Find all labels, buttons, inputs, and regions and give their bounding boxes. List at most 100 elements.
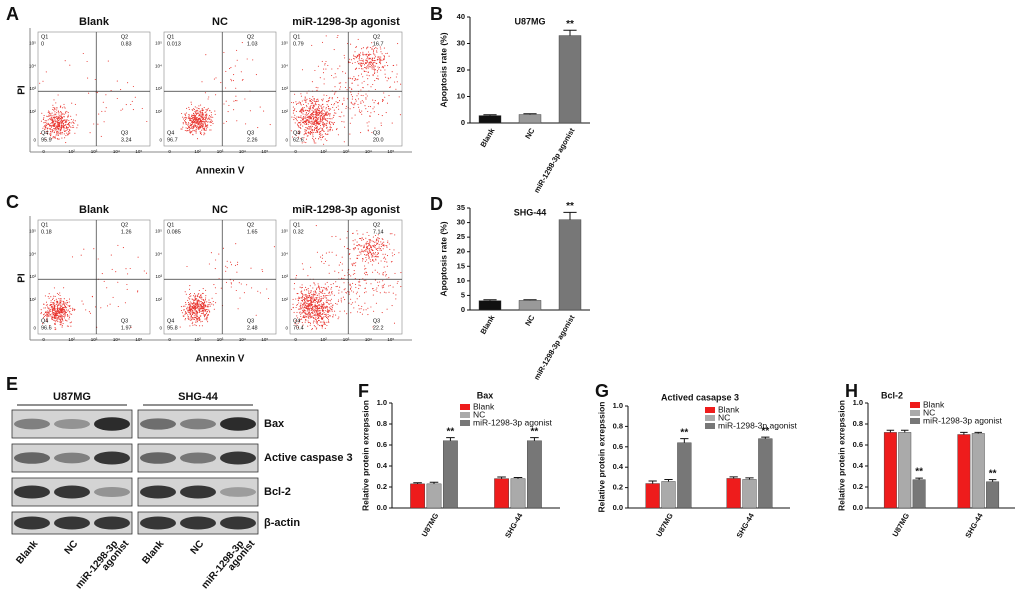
dot bbox=[335, 101, 337, 103]
dot bbox=[319, 125, 322, 127]
dot bbox=[371, 60, 373, 62]
dot bbox=[225, 87, 227, 89]
dot bbox=[182, 126, 184, 128]
dot bbox=[367, 51, 370, 53]
dot bbox=[339, 286, 341, 288]
dot bbox=[188, 108, 190, 110]
dot bbox=[360, 94, 362, 96]
quadrant-name: Q2 bbox=[121, 34, 128, 40]
dot bbox=[312, 126, 314, 128]
dot bbox=[61, 117, 64, 119]
dot bbox=[375, 241, 377, 243]
dot bbox=[295, 306, 297, 309]
dot bbox=[301, 322, 303, 324]
dot bbox=[94, 306, 97, 308]
dot bbox=[185, 303, 187, 305]
dot bbox=[362, 239, 365, 241]
dot bbox=[316, 309, 319, 311]
quadrant-name: Q3 bbox=[247, 318, 254, 324]
dot bbox=[366, 246, 368, 248]
dot bbox=[323, 287, 325, 289]
dot bbox=[367, 242, 369, 244]
dot bbox=[222, 247, 225, 249]
dot bbox=[320, 127, 322, 129]
dot bbox=[304, 96, 306, 98]
dot bbox=[366, 259, 368, 261]
dot bbox=[194, 324, 196, 326]
dot bbox=[292, 106, 294, 108]
dot bbox=[345, 82, 347, 84]
dot bbox=[55, 120, 57, 122]
dot bbox=[300, 124, 302, 126]
panel-letter: C bbox=[6, 192, 19, 212]
y-tick-label: 0.6 bbox=[377, 440, 387, 449]
dot bbox=[315, 142, 317, 144]
dot bbox=[194, 130, 196, 132]
dot bbox=[53, 319, 55, 321]
dot bbox=[374, 56, 377, 58]
dot bbox=[301, 290, 303, 292]
dot bbox=[195, 310, 197, 312]
dot bbox=[54, 311, 56, 313]
dot bbox=[52, 302, 54, 304]
dot bbox=[351, 98, 353, 100]
dot bbox=[50, 296, 52, 298]
dot bbox=[316, 101, 318, 103]
dot bbox=[117, 281, 119, 283]
dot bbox=[196, 109, 198, 111]
legend-label: miR-1298-3p agonist bbox=[473, 417, 553, 427]
dot bbox=[369, 244, 371, 246]
dot bbox=[308, 305, 310, 307]
dot bbox=[353, 249, 355, 251]
dot bbox=[214, 268, 216, 270]
dot bbox=[60, 124, 62, 126]
dot bbox=[362, 258, 364, 260]
dot bbox=[391, 252, 393, 254]
dot bbox=[218, 253, 220, 255]
plot-title: NC bbox=[212, 204, 228, 216]
dot bbox=[69, 311, 71, 313]
dot bbox=[362, 101, 365, 103]
dot bbox=[58, 120, 60, 122]
dot bbox=[383, 47, 385, 49]
error-bar bbox=[497, 476, 506, 479]
dot bbox=[186, 117, 188, 119]
dot bbox=[210, 111, 212, 113]
dot bbox=[52, 108, 54, 111]
dot bbox=[67, 128, 69, 130]
dot bbox=[201, 122, 203, 124]
dot bbox=[59, 321, 61, 323]
dot bbox=[323, 116, 325, 118]
dot bbox=[297, 317, 299, 319]
dot bbox=[392, 292, 394, 294]
dot bbox=[204, 308, 206, 310]
dot bbox=[307, 307, 309, 309]
dot bbox=[210, 129, 212, 131]
dot bbox=[365, 291, 367, 293]
dot bbox=[191, 306, 193, 308]
dot bbox=[310, 122, 312, 125]
dot bbox=[202, 304, 205, 306]
y-axis-label: Relative protein exrepssion bbox=[836, 400, 846, 511]
dot bbox=[199, 126, 201, 128]
panel-letter: G bbox=[595, 381, 609, 401]
dot bbox=[375, 77, 378, 79]
dot bbox=[58, 308, 60, 310]
dot bbox=[71, 256, 74, 258]
panel-letter: D bbox=[430, 194, 443, 214]
dot bbox=[305, 120, 307, 122]
dot bbox=[53, 316, 55, 318]
dot bbox=[393, 64, 395, 66]
dot bbox=[237, 261, 239, 263]
dot bbox=[54, 306, 56, 308]
dot bbox=[73, 126, 75, 128]
dot bbox=[359, 251, 361, 253]
dot bbox=[307, 115, 309, 117]
dot bbox=[323, 130, 325, 132]
dot bbox=[61, 113, 63, 115]
error-bar bbox=[901, 429, 909, 433]
dot bbox=[307, 114, 309, 116]
dot bbox=[364, 53, 366, 55]
x-tick-label: 10⁴ bbox=[365, 149, 372, 154]
dot bbox=[377, 262, 380, 264]
